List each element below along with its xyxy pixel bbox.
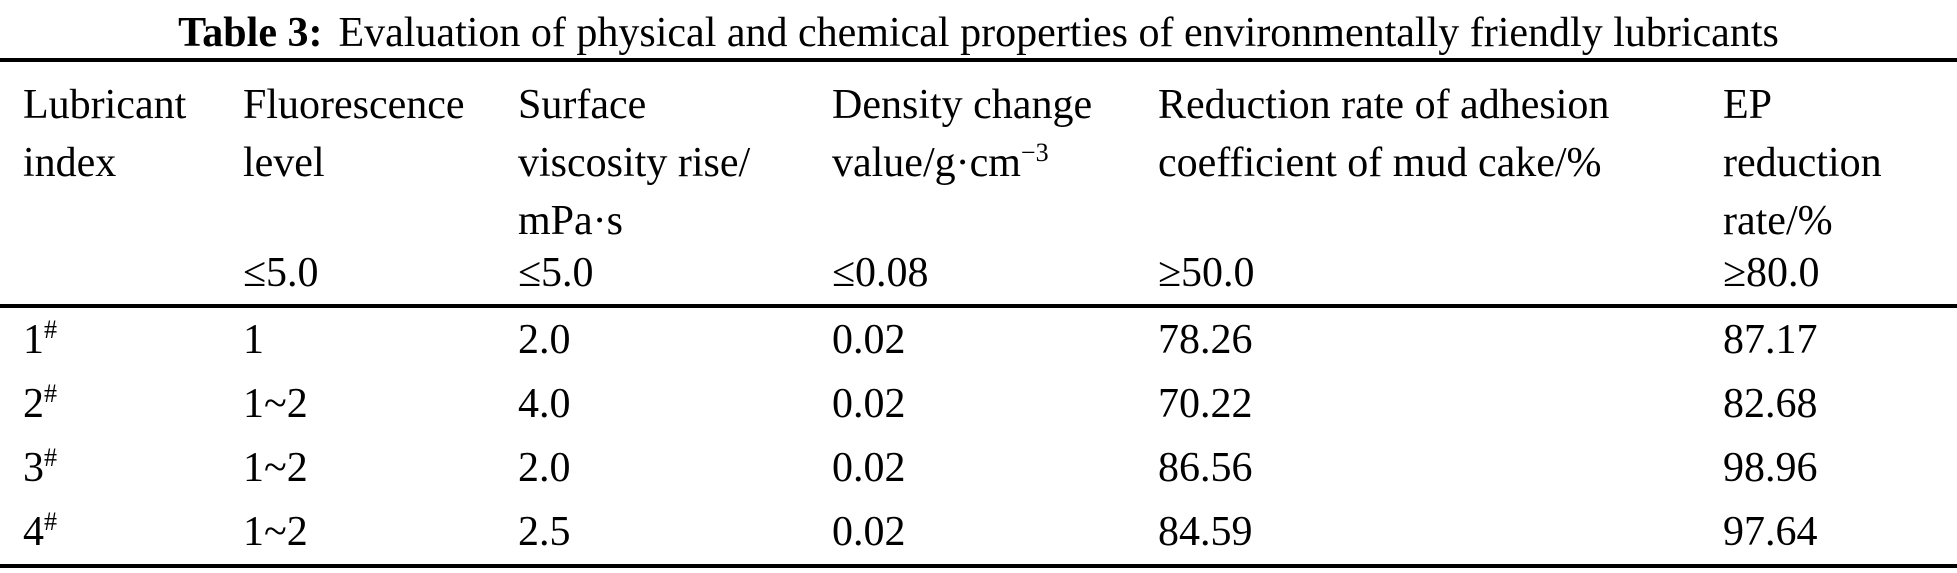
header-line: Density change — [832, 82, 1093, 128]
cell-lubricant-index: 1# — [0, 306, 220, 372]
table-header: Lubricant index Fluorescence level Surfa… — [0, 60, 1957, 308]
table-caption: Table 3: Evaluation of physical and chemi… — [0, 0, 1957, 58]
cell-adhesion: 78.26 — [1158, 317, 1253, 363]
index-sup: # — [44, 315, 58, 344]
header-row-criteria: ≤5.0 ≤5.0 ≤0.08 ≥50.0 ≥80.0 — [0, 250, 1957, 308]
header-line: Reduction rate of adhesion — [1158, 82, 1610, 128]
index-base: 1 — [23, 317, 44, 363]
criteria-lubricant-index — [0, 250, 220, 308]
cell-fluorescence: 1 — [243, 317, 264, 363]
header-line: Surface — [518, 82, 647, 128]
index-base: 3 — [23, 445, 44, 491]
header-line: value/g·cm−3 — [832, 134, 1135, 192]
header-line: EP — [1723, 82, 1773, 128]
header-line: coefficient of mud cake/% — [1158, 140, 1602, 186]
header-line: mPa·s — [518, 198, 623, 244]
index-sup: # — [44, 443, 58, 472]
cell-fluorescence: 1~2 — [243, 509, 308, 555]
criteria-fluorescence: ≤5.0 — [220, 250, 495, 308]
cell-lubricant-index: 4# — [0, 500, 220, 566]
header-line: Fluorescence — [243, 82, 465, 128]
header-line: reduction — [1723, 140, 1882, 186]
table-caption-title: Evaluation of physical and chemical prop… — [338, 10, 1779, 56]
cell-density: 0.02 — [832, 445, 906, 491]
index-base: 4 — [23, 509, 44, 555]
col-header-ep-reduction: EP reduction rate/% — [1700, 60, 1957, 250]
cell-viscosity: 2.0 — [518, 317, 571, 363]
cell-fluorescence: 1~2 — [243, 445, 308, 491]
header-unit-exponent: −3 — [1020, 138, 1049, 167]
criteria-ep: ≥80.0 — [1700, 250, 1957, 308]
table-caption-number: Table 3: — [178, 10, 323, 56]
col-header-fluorescence-level: Fluorescence level — [220, 60, 495, 250]
header-line: Lubricant — [23, 82, 187, 128]
cell-lubricant-index: 3# — [0, 436, 220, 500]
col-header-adhesion-reduction: Reduction rate of adhesion coefficient o… — [1135, 60, 1700, 250]
table-row: 2# 1~2 4.0 0.02 70.22 82.68 — [0, 372, 1957, 436]
cell-viscosity: 4.0 — [518, 381, 571, 427]
table-row: 3# 1~2 2.0 0.02 86.56 98.96 — [0, 436, 1957, 500]
cell-adhesion: 84.59 — [1158, 509, 1253, 555]
header-line: rate/% — [1723, 198, 1833, 244]
col-header-density-change: Density change value/g·cm−3 — [809, 60, 1135, 250]
cell-viscosity: 2.5 — [518, 509, 571, 555]
header-line: viscosity rise/ — [518, 140, 751, 186]
header-line: index — [23, 140, 117, 186]
cell-ep: 82.68 — [1723, 381, 1818, 427]
header-row-names: Lubricant index Fluorescence level Surfa… — [0, 60, 1957, 250]
cell-fluorescence: 1~2 — [243, 381, 308, 427]
cell-density: 0.02 — [832, 317, 906, 363]
table-row: 4# 1~2 2.5 0.02 84.59 97.64 — [0, 500, 1957, 566]
cell-ep: 97.64 — [1723, 509, 1818, 555]
header-unit-base: value/g·cm — [832, 140, 1021, 186]
cell-viscosity: 2.0 — [518, 445, 571, 491]
index-sup: # — [44, 379, 58, 408]
col-header-surface-viscosity: Surface viscosity rise/ mPa·s — [495, 60, 809, 250]
cell-lubricant-index: 2# — [0, 372, 220, 436]
cell-ep: 98.96 — [1723, 445, 1818, 491]
table-row: 1# 1 2.0 0.02 78.26 87.17 — [0, 306, 1957, 372]
col-header-lubricant-index: Lubricant index — [0, 60, 220, 250]
cell-density: 0.02 — [832, 381, 906, 427]
index-base: 2 — [23, 381, 44, 427]
criteria-adhesion: ≥50.0 — [1135, 250, 1700, 308]
header-line: level — [243, 140, 325, 186]
criteria-viscosity: ≤5.0 — [495, 250, 809, 308]
cell-ep: 87.17 — [1723, 317, 1818, 363]
index-sup: # — [44, 507, 58, 536]
cell-adhesion: 86.56 — [1158, 445, 1253, 491]
criteria-density: ≤0.08 — [809, 250, 1135, 308]
table-body: 1# 1 2.0 0.02 78.26 87.17 2# 1~2 4.0 0.0… — [0, 306, 1957, 566]
properties-table: Lubricant index Fluorescence level Surfa… — [0, 58, 1957, 568]
cell-adhesion: 70.22 — [1158, 381, 1253, 427]
cell-density: 0.02 — [832, 509, 906, 555]
